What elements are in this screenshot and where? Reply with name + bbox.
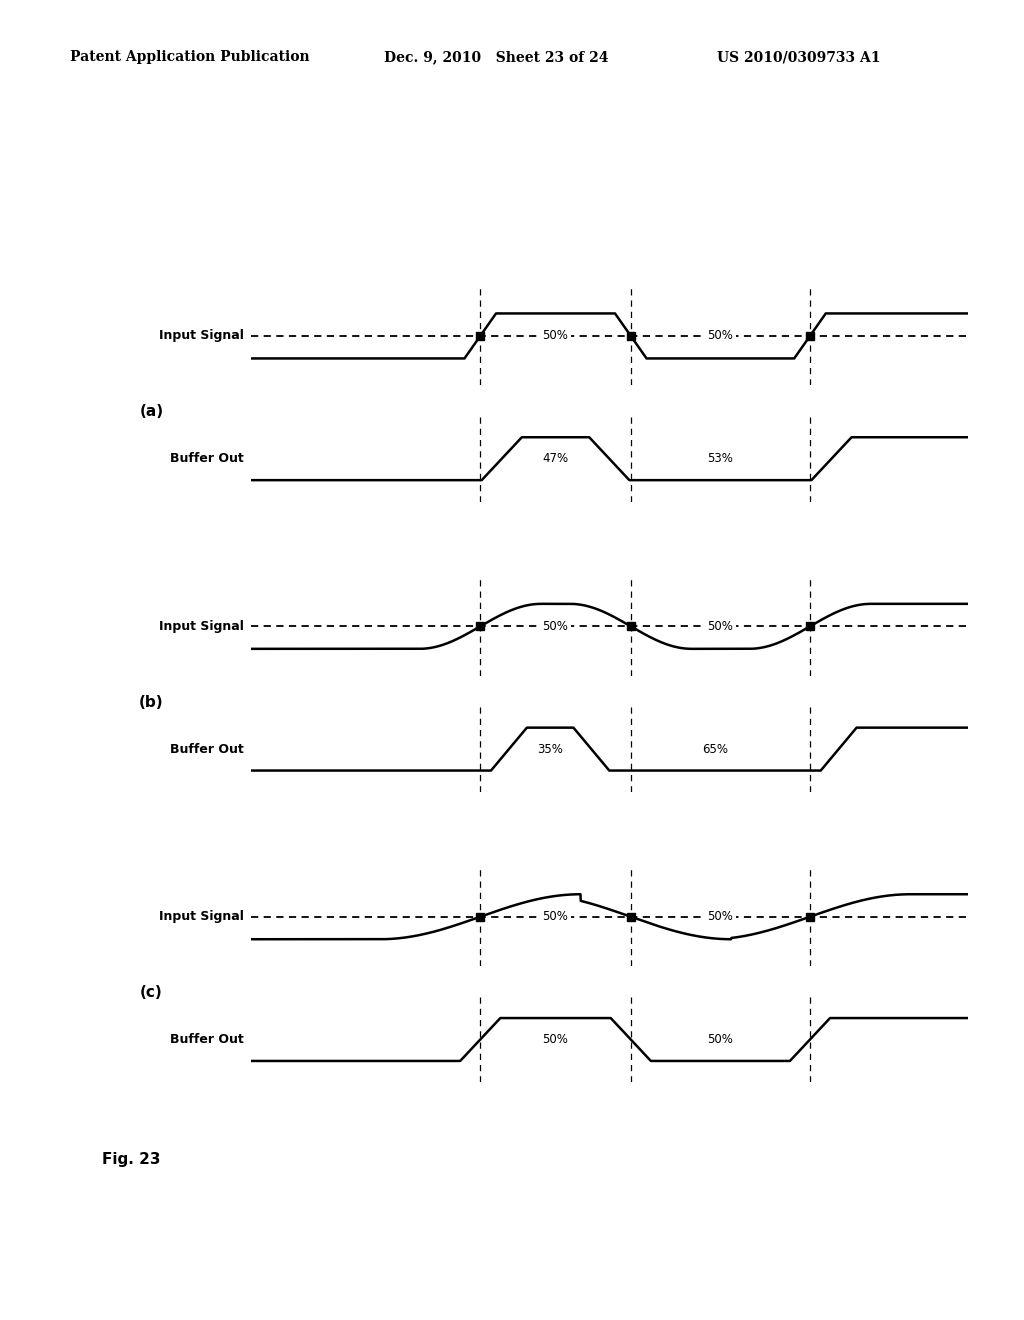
Text: Patent Application Publication: Patent Application Publication: [70, 50, 309, 65]
Text: 50%: 50%: [543, 1034, 568, 1045]
Text: (c): (c): [140, 985, 163, 1001]
Text: Buffer Out: Buffer Out: [170, 453, 244, 465]
Text: (b): (b): [139, 694, 164, 710]
Text: 47%: 47%: [543, 453, 568, 465]
Text: 35%: 35%: [538, 743, 563, 755]
Text: Input Signal: Input Signal: [159, 911, 244, 923]
Text: Buffer Out: Buffer Out: [170, 743, 244, 755]
Text: Buffer Out: Buffer Out: [170, 1034, 244, 1045]
Text: 50%: 50%: [543, 620, 568, 632]
Text: Fig. 23: Fig. 23: [102, 1152, 161, 1167]
Text: 50%: 50%: [708, 911, 733, 923]
Text: US 2010/0309733 A1: US 2010/0309733 A1: [717, 50, 881, 65]
Text: (a): (a): [139, 404, 164, 420]
Text: 65%: 65%: [702, 743, 728, 755]
Text: 53%: 53%: [708, 453, 733, 465]
Text: 50%: 50%: [708, 620, 733, 632]
Text: Input Signal: Input Signal: [159, 330, 244, 342]
Text: 50%: 50%: [543, 330, 568, 342]
Text: 50%: 50%: [708, 1034, 733, 1045]
Text: Dec. 9, 2010   Sheet 23 of 24: Dec. 9, 2010 Sheet 23 of 24: [384, 50, 608, 65]
Text: 50%: 50%: [708, 330, 733, 342]
Text: 50%: 50%: [543, 911, 568, 923]
Text: Input Signal: Input Signal: [159, 620, 244, 632]
